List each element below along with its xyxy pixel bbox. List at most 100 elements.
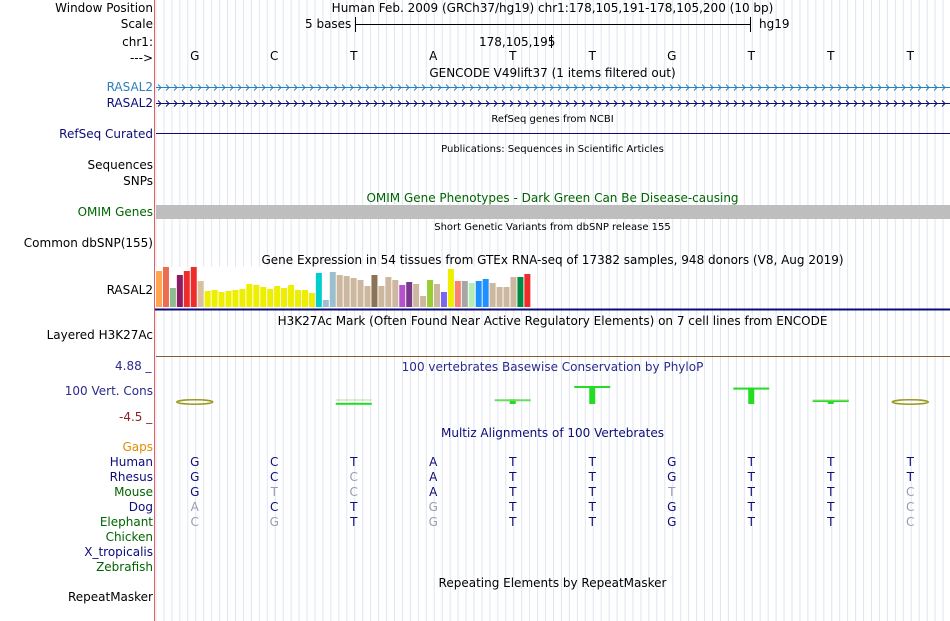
strand-chevron: [749, 100, 754, 107]
strand-chevron: [837, 84, 842, 91]
strand-chevron: [453, 84, 458, 91]
strand-chevron: [405, 84, 410, 91]
gtex-tissue-bar: [413, 284, 420, 307]
aligned-base: T: [747, 515, 755, 529]
strand-chevron: [205, 84, 210, 91]
species-label[interactable]: Elephant: [99, 515, 153, 529]
strand-chevron: [573, 100, 578, 107]
publications-sequences-label[interactable]: Sequences: [87, 158, 153, 172]
species-label[interactable]: Dog: [128, 500, 153, 514]
gaps-label[interactable]: Gaps: [122, 440, 153, 454]
aligned-base: G: [667, 500, 677, 514]
strand-chevron: [693, 84, 698, 91]
species-label[interactable]: X_tropicalis: [84, 545, 153, 559]
gtex-tissue-bar: [246, 284, 253, 307]
gencode-transcript-1[interactable]: [156, 84, 950, 91]
repeatmasker-label[interactable]: RepeatMasker: [67, 590, 153, 604]
strand-chevron: [685, 100, 690, 107]
strand-chevron: [613, 84, 618, 91]
strand-chevron: [669, 84, 674, 91]
chrom-label: chr1:: [122, 35, 153, 49]
gtex-tissue-bar: [162, 267, 169, 307]
aligned-base: T: [350, 455, 358, 469]
strand-chevron: [413, 84, 418, 91]
strand-chevron: [621, 84, 626, 91]
aligned-base: T: [588, 485, 596, 499]
strand-chevron: [157, 100, 162, 107]
gtex-label[interactable]: RASAL2: [106, 283, 153, 297]
aligned-base: A: [429, 485, 438, 499]
gencode-transcript-2[interactable]: [156, 100, 950, 107]
strand-chevron: [293, 100, 298, 107]
dbsnp-label[interactable]: Common dbSNP(155): [23, 236, 153, 250]
publications-snps-label[interactable]: SNPs: [123, 174, 153, 188]
window-position-value[interactable]: Human Feb. 2009 (GRCh37/hg19) chr1:178,1…: [331, 1, 774, 15]
strand-chevron: [325, 84, 330, 91]
strand-chevron: [365, 100, 370, 107]
refseq-gene-line[interactable]: [156, 133, 950, 134]
strand-chevron: [493, 84, 498, 91]
phylop-bar-cap: [733, 387, 770, 390]
gencode-row-label-2[interactable]: RASAL2: [107, 96, 153, 111]
strand-chevron: [885, 84, 890, 91]
strand-chevron: [429, 100, 434, 107]
refseq-label[interactable]: RefSeq Curated: [59, 127, 153, 142]
strand-chevron: [333, 84, 338, 91]
strand-chevron: [317, 84, 322, 91]
aligned-base: C: [270, 470, 279, 484]
gtex-tissue-bar: [232, 290, 239, 307]
reference-base: T: [509, 49, 517, 63]
strand-chevron: [797, 84, 802, 91]
gtex-tissue-bar: [427, 280, 434, 307]
reference-base: A: [429, 49, 438, 63]
omim-label[interactable]: OMIM Genes: [77, 205, 153, 219]
gtex-bar-chart[interactable]: [155, 267, 950, 311]
strand-chevron: [229, 100, 234, 107]
strand-chevron: [421, 100, 426, 107]
species-label[interactable]: Zebrafish: [96, 560, 153, 574]
strand-chevron: [253, 100, 258, 107]
h3k27ac-label[interactable]: Layered H3K27Ac: [46, 328, 153, 342]
strand-chevron: [941, 84, 946, 91]
phylop-plot[interactable]: [155, 373, 950, 418]
gtex-tissue-bar: [385, 277, 392, 307]
gtex-tissue-bar: [517, 277, 524, 307]
aligned-base: T: [747, 485, 755, 499]
species-label[interactable]: Mouse: [114, 485, 153, 499]
reference-base: T: [827, 49, 835, 63]
species-label[interactable]: Chicken: [105, 530, 153, 544]
strand-chevron: [285, 84, 290, 91]
strand-chevron: [821, 84, 826, 91]
strand-chevron: [173, 100, 178, 107]
strand-chevron: [357, 100, 362, 107]
strand-chevron: [677, 100, 682, 107]
strand-chevron: [293, 84, 298, 91]
conservation-ymax: 4.88 _: [115, 359, 152, 373]
reference-base: T: [747, 49, 755, 63]
strand-chevron: [909, 84, 914, 91]
strand-chevron: [893, 84, 898, 91]
conservation-label[interactable]: 100 Vert. Cons: [64, 384, 153, 398]
scale-label: Scale: [120, 17, 153, 31]
gencode-row-label-1[interactable]: RASAL2: [107, 80, 153, 95]
omim-feature-bar[interactable]: [156, 205, 950, 219]
gtex-tissue-bar: [364, 286, 371, 307]
strand-chevron: [565, 84, 570, 91]
strand-chevron: [797, 100, 802, 107]
h3k27ac-baseline: [156, 356, 950, 357]
gtex-tissue-bar: [378, 286, 385, 307]
strand-chevron: [661, 100, 666, 107]
strand-chevron: [397, 100, 402, 107]
strand-chevron: [445, 84, 450, 91]
gtex-tissue-bar: [315, 273, 322, 307]
strand-chevron: [845, 84, 850, 91]
species-label[interactable]: Rhesus: [109, 470, 153, 484]
phylop-negative-mark: [176, 399, 214, 405]
species-label[interactable]: Human: [109, 455, 153, 469]
aligned-base: A: [429, 470, 438, 484]
gtex-tissue-bar: [447, 269, 454, 307]
strand-chevron: [685, 84, 690, 91]
strand-chevron: [237, 100, 242, 107]
strand-chevron: [709, 84, 714, 91]
aligned-base: T: [588, 470, 596, 484]
